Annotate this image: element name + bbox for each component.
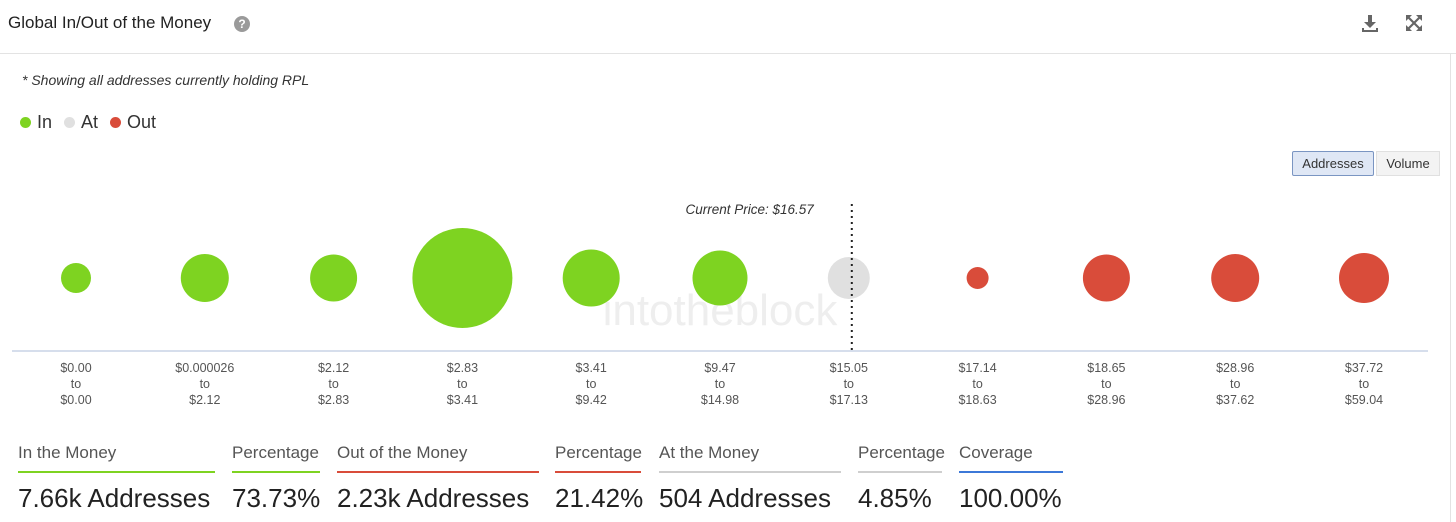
- out-percentage-value: 21.42%: [555, 483, 644, 513]
- out-of-the-money-value: 2.23k Addresses: [337, 483, 530, 513]
- x-tick-label: to: [200, 377, 210, 391]
- summary-in-percentage: Percentage 73.73%: [232, 443, 320, 514]
- x-tick-label: to: [844, 377, 854, 391]
- summary-at-the-money: At the Money 504 Addresses: [659, 443, 841, 514]
- x-tick-label: to: [586, 377, 596, 391]
- in-the-money-value: 7.66k Addresses: [18, 483, 211, 513]
- x-tick-label: $2.83: [447, 361, 478, 375]
- in-percentage-label: Percentage: [232, 443, 320, 473]
- current-price-label: Current Price: $16.57: [685, 202, 814, 217]
- bubble-out[interactable]: [1211, 254, 1260, 302]
- in-the-money-label: In the Money: [18, 443, 215, 473]
- coverage-label: Coverage: [959, 443, 1063, 473]
- panel-title: Global In/Out of the Money: [8, 13, 212, 32]
- in-percentage-value: 73.73%: [232, 483, 321, 513]
- x-tick-label: to: [715, 377, 725, 391]
- bubble-out[interactable]: [1339, 253, 1389, 303]
- x-tick-label: to: [328, 377, 338, 391]
- x-tick-label: $18.63: [958, 393, 996, 407]
- x-tick-label: $37.72: [1345, 361, 1383, 375]
- summary-out-of-the-money: Out of the Money 2.23k Addresses: [337, 443, 539, 514]
- at-the-money-value: 504 Addresses: [659, 483, 832, 513]
- legend-label-out: Out: [127, 112, 157, 132]
- legend-label-at: At: [81, 112, 99, 132]
- bubble-in[interactable]: [412, 228, 513, 328]
- x-tick-label: $0.00: [60, 361, 91, 375]
- x-tick-label: $9.42: [576, 393, 607, 407]
- at-percentage-label: Percentage: [858, 443, 945, 473]
- coverage-value: 100.00%: [959, 483, 1062, 513]
- bubble-chart: intotheblock$0.00to$0.00$0.000026to$2.12…: [12, 202, 1428, 407]
- legend-item-at[interactable]: At: [64, 112, 98, 133]
- summary-in-the-money: In the Money 7.66k Addresses: [18, 443, 215, 514]
- panel-header: Global In/Out of the Money ?: [0, 0, 1456, 54]
- x-tick-label: $0.000026: [175, 361, 234, 375]
- x-tick-label: $18.65: [1087, 361, 1125, 375]
- at-percentage-value: 4.85%: [858, 483, 932, 513]
- bubble-in[interactable]: [692, 250, 748, 306]
- legend-dot-out: [110, 117, 122, 128]
- bubble-out[interactable]: [1082, 254, 1130, 302]
- legend-dot-in: [20, 117, 31, 128]
- x-tick-label: $2.83: [318, 393, 349, 407]
- legend-label-in: In: [37, 112, 53, 132]
- x-tick-label: $3.41: [447, 393, 478, 407]
- chart-subtitle: * Showing all addresses currently holdin…: [22, 72, 310, 88]
- chart-legend: In At Out: [20, 112, 168, 133]
- bubble-at[interactable]: [827, 257, 870, 299]
- summary-at-percentage: Percentage 4.85%: [858, 443, 945, 514]
- at-the-money-label: At the Money: [659, 443, 841, 473]
- addresses-toggle-button[interactable]: Addresses: [1292, 151, 1374, 176]
- legend-item-in[interactable]: In: [20, 112, 52, 133]
- summary-coverage: Coverage 100.00%: [959, 443, 1063, 514]
- out-percentage-label: Percentage: [555, 443, 642, 473]
- x-tick-label: $14.98: [701, 393, 739, 407]
- x-tick-label: $28.96: [1216, 361, 1254, 375]
- bubble-in[interactable]: [61, 263, 91, 293]
- x-tick-label: to: [1101, 377, 1111, 391]
- download-icon[interactable]: [1360, 13, 1380, 33]
- legend-dot-at: [64, 117, 76, 128]
- expand-icon[interactable]: [1404, 13, 1424, 33]
- bubble-in[interactable]: [562, 249, 620, 307]
- x-tick-label: $0.00: [60, 393, 91, 407]
- x-tick-label: to: [1359, 377, 1369, 391]
- bubble-in[interactable]: [310, 254, 358, 302]
- x-tick-label: $3.41: [576, 361, 607, 375]
- legend-item-out[interactable]: Out: [110, 112, 156, 133]
- out-of-the-money-label: Out of the Money: [337, 443, 539, 473]
- x-tick-label: $59.04: [1345, 393, 1383, 407]
- x-tick-label: $17.14: [958, 361, 996, 375]
- x-tick-label: $28.96: [1087, 393, 1125, 407]
- panel-right-border: [1450, 54, 1451, 522]
- volume-toggle-button[interactable]: Volume: [1376, 151, 1440, 176]
- x-tick-label: $9.47: [704, 361, 735, 375]
- x-tick-label: $2.12: [189, 393, 220, 407]
- x-tick-label: $2.12: [318, 361, 349, 375]
- x-tick-label: to: [1230, 377, 1240, 391]
- help-icon[interactable]: ?: [234, 16, 250, 32]
- bubble-in[interactable]: [180, 254, 229, 302]
- summary-out-percentage: Percentage 21.42%: [555, 443, 643, 514]
- x-tick-label: $17.13: [830, 393, 868, 407]
- x-tick-label: $37.62: [1216, 393, 1254, 407]
- x-tick-label: to: [71, 377, 81, 391]
- x-tick-label: to: [972, 377, 982, 391]
- bubble-out[interactable]: [966, 267, 989, 289]
- x-tick-label: to: [457, 377, 467, 391]
- x-tick-label: $15.05: [830, 361, 868, 375]
